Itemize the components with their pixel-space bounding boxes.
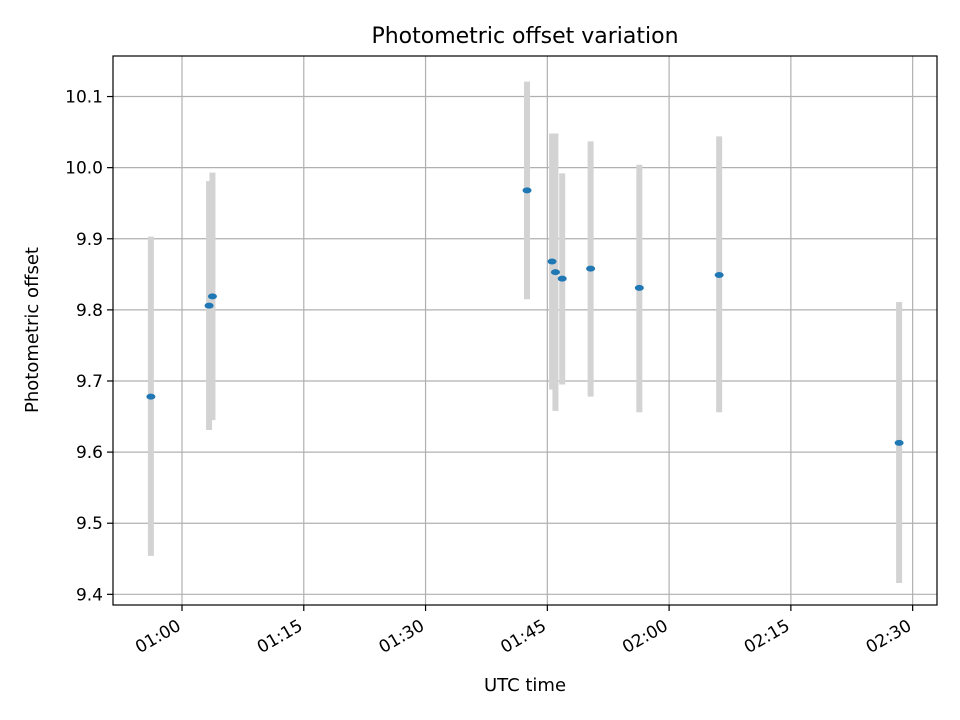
y-tick-label: 9.7	[76, 372, 103, 392]
data-point	[547, 258, 557, 265]
chart-title: Photometric offset variation	[371, 24, 678, 49]
data-point	[550, 269, 560, 276]
y-tick-label: 10.0	[65, 159, 103, 179]
data-points	[146, 187, 904, 446]
x-axis-label: UTC time	[484, 675, 566, 696]
y-axis-label: Photometric offset	[22, 247, 43, 413]
data-point	[522, 187, 532, 194]
data-point	[146, 393, 156, 400]
data-point	[894, 439, 904, 446]
y-tick-label: 10.1	[65, 88, 103, 108]
plot-frame	[112, 55, 938, 606]
y-tick-label: 9.4	[76, 585, 103, 605]
data-point	[586, 265, 596, 272]
y-tick-label: 9.8	[76, 301, 103, 321]
data-point	[204, 302, 214, 309]
data-point	[557, 275, 567, 282]
data-point	[634, 284, 644, 291]
data-point	[714, 272, 724, 279]
y-tick-label: 9.5	[76, 514, 103, 534]
y-tick-label: 9.9	[76, 230, 103, 250]
gridlines	[113, 56, 937, 605]
data-point	[207, 293, 217, 300]
y-axis: 9.4 9.5 9.6 9.7 9.8 9.9 10.0 10.1	[65, 88, 113, 605]
y-tick-label: 9.6	[76, 443, 103, 463]
